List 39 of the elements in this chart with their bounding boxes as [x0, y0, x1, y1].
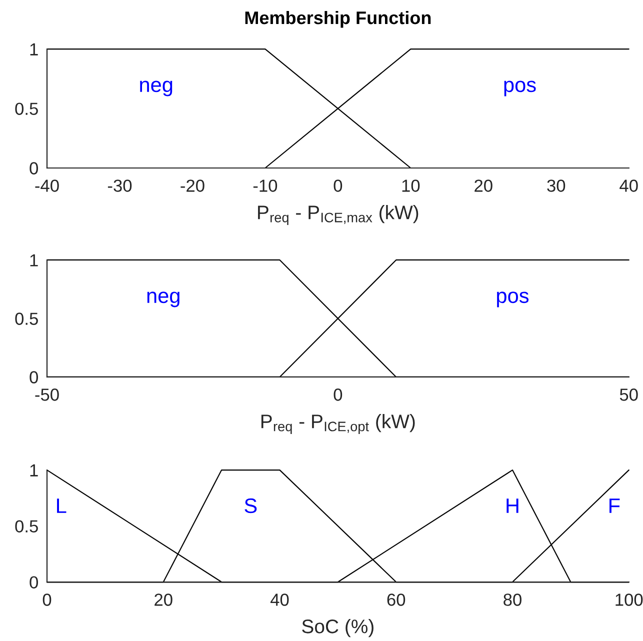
- x-tick-label: 60: [387, 594, 406, 606]
- x-tick-label: 40: [620, 180, 638, 192]
- x-tick-label: 10: [402, 180, 420, 192]
- series-label: pos: [497, 292, 529, 308]
- series-label: neg: [140, 80, 172, 96]
- series-label: S: [244, 498, 257, 514]
- y-tick-label: 1: [30, 43, 38, 56]
- x-tick-label: -40: [35, 180, 59, 192]
- y-tick-label: 1: [30, 464, 38, 476]
- x-tick-label: 40: [270, 594, 289, 606]
- x-tick-label: 30: [547, 180, 566, 192]
- x-tick-label: 80: [504, 594, 522, 606]
- x-tick-label: -20: [180, 180, 204, 192]
- x-tick-label: 50: [620, 388, 638, 401]
- series-label: H: [506, 498, 518, 513]
- x-tick-label: -30: [108, 180, 132, 192]
- series-label: F: [610, 498, 620, 513]
- series-label: L: [57, 498, 66, 513]
- y-tick-label: 0.5: [15, 312, 38, 325]
- x-axis-title: P$_{req}$ - P$_{ICE,opt}$ (kW): [261, 414, 415, 434]
- x-axis-title: SoC (%): [302, 619, 374, 638]
- x-tick-label: -50: [35, 388, 59, 401]
- x-tick-label: 20: [474, 180, 492, 192]
- x-tick-label: 0: [42, 594, 52, 606]
- x-tick-label: 100: [616, 594, 643, 606]
- y-tick-label: 0: [30, 371, 38, 384]
- y-tick-label: 0.5: [15, 102, 38, 115]
- series-label: neg: [147, 292, 180, 308]
- series-label: pos: [504, 80, 536, 96]
- x-tick-label: 0: [334, 180, 342, 192]
- y-tick-label: 0.5: [15, 520, 38, 532]
- y-tick-label: 0: [30, 162, 38, 174]
- x-tick-label: 20: [154, 594, 172, 606]
- x-tick-label: -10: [253, 180, 278, 192]
- chart-title: Membership Function: [245, 10, 431, 28]
- x-axis-title: P$_{req}$ - P$_{ICE,max}$ (kW): [258, 205, 418, 226]
- x-tick-label: 0: [334, 388, 342, 401]
- y-tick-label: 1: [30, 254, 38, 266]
- y-tick-label: 0: [30, 576, 38, 588]
